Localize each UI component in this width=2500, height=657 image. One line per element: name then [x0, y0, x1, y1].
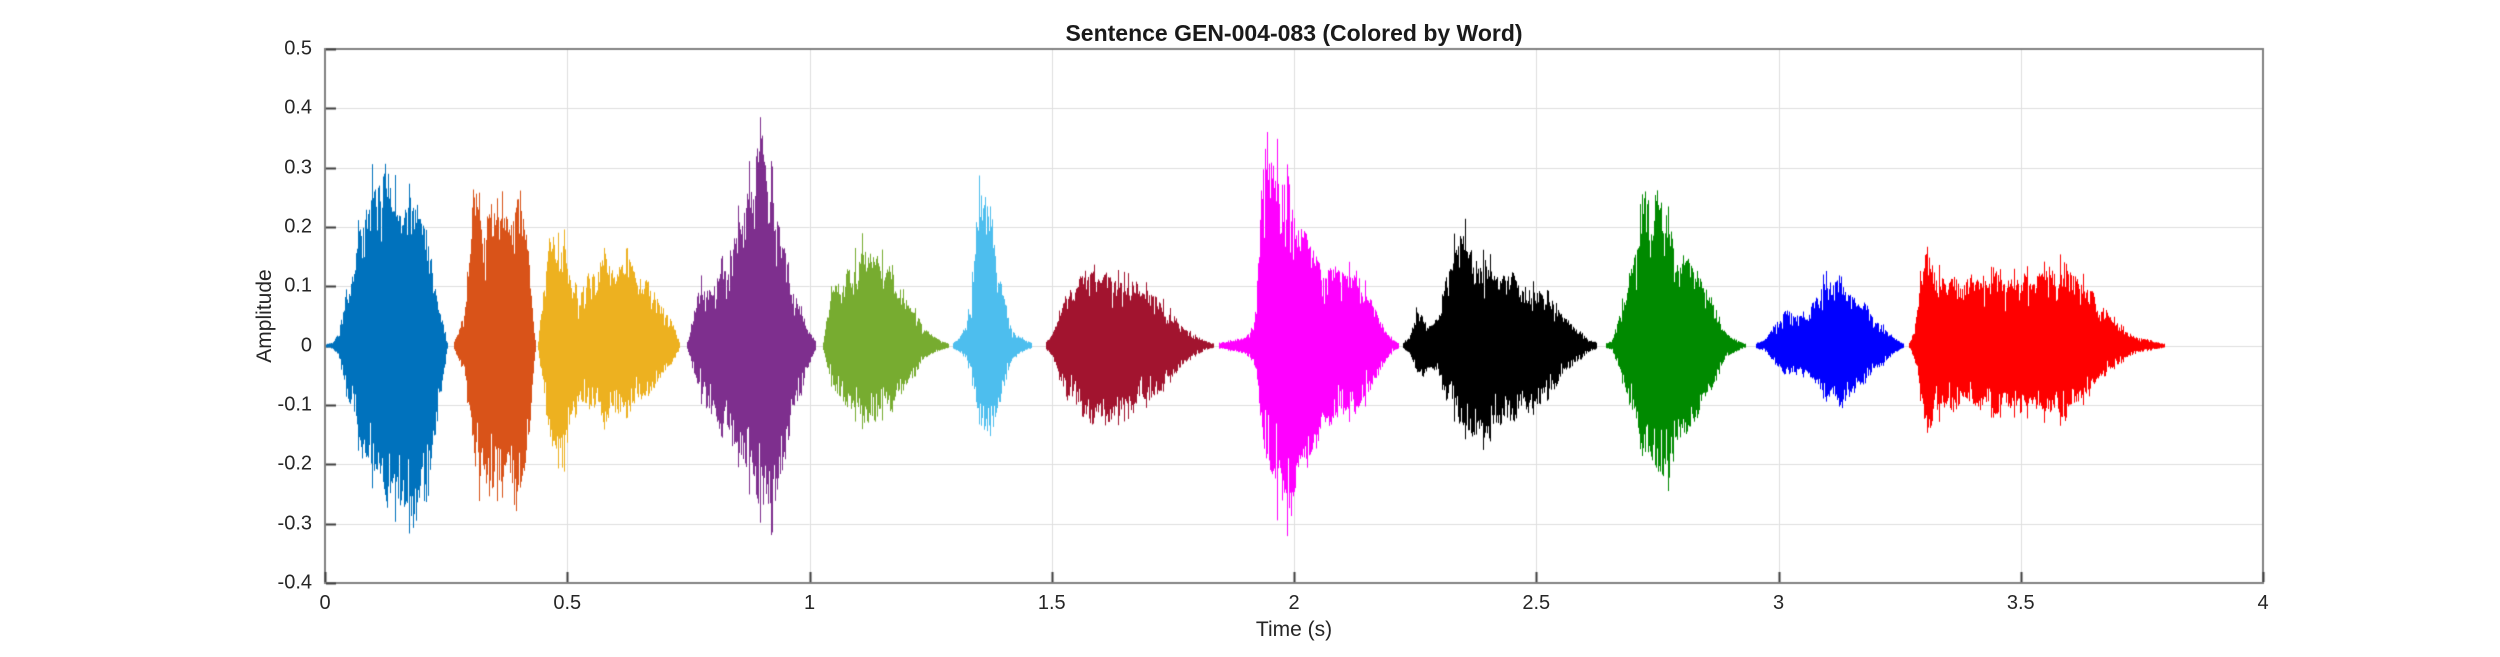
y-tick-label: 0 — [300, 334, 312, 357]
x-tick-label: 4 — [2257, 592, 2269, 614]
y-tick-label: 0.3 — [284, 156, 312, 179]
y-axis-label: Amplitude — [253, 269, 276, 363]
x-tick-label: 1 — [803, 592, 816, 614]
y-tick-label: -0.3 — [277, 512, 312, 535]
x-tick-label: 0 — [319, 592, 331, 614]
y-tick-label: -0.2 — [277, 452, 312, 475]
x-tick-label: 0.5 — [553, 592, 582, 614]
x-tick-label: 2 — [1288, 592, 1300, 614]
x-tick-label: 2.5 — [1522, 592, 1551, 614]
x-tick-label: 1.5 — [1037, 592, 1066, 614]
x-tick-label: 3 — [1772, 592, 1785, 614]
y-tick-label: -0.1 — [277, 393, 312, 416]
y-tick-label: 0.1 — [284, 274, 312, 297]
y-tick-label: 0.5 — [284, 37, 312, 60]
y-tick-label: -0.4 — [277, 571, 312, 594]
x-axis-label: Time (s) — [1255, 618, 1333, 641]
y-tick-label: 0.2 — [284, 215, 312, 238]
x-tick-label: 3.5 — [2006, 592, 2035, 614]
figure-title: Sentence GEN-004-083 (Colored by Word) — [1065, 20, 1523, 46]
y-tick-label: 0.4 — [284, 96, 312, 119]
